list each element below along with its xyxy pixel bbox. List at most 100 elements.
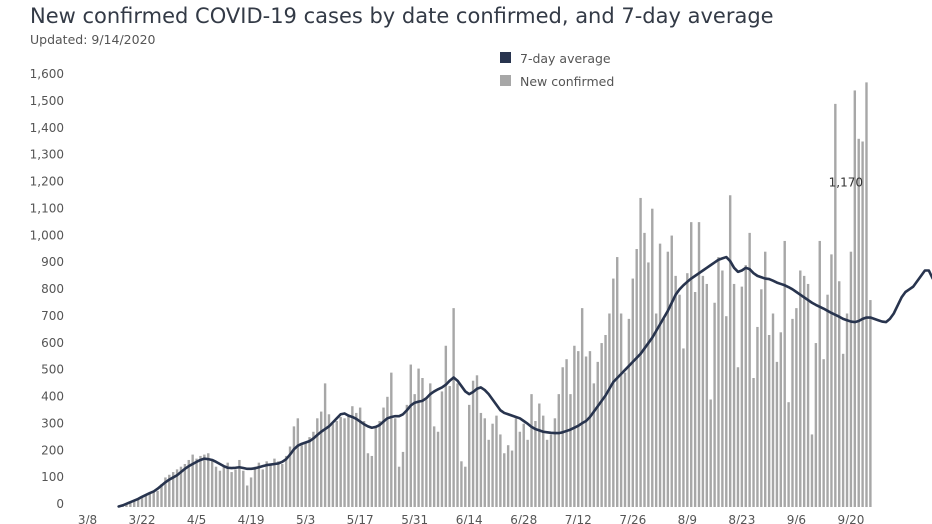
bar-new-confirmed[interactable] — [296, 418, 300, 507]
bar-new-confirmed[interactable] — [183, 464, 187, 507]
bar-new-confirmed[interactable] — [682, 348, 685, 507]
bar-new-confirmed[interactable] — [709, 399, 712, 508]
bar-new-confirmed[interactable] — [853, 90, 857, 507]
bar-new-confirmed[interactable] — [588, 351, 592, 508]
bar-new-confirmed[interactable] — [179, 466, 183, 507]
bar-new-confirmed[interactable] — [841, 353, 845, 507]
bar-new-confirmed[interactable] — [312, 431, 315, 507]
bar-new-confirmed[interactable] — [257, 462, 261, 507]
bar-new-confirmed[interactable] — [760, 289, 763, 507]
bar-new-confirmed[interactable] — [394, 418, 397, 507]
bar-new-confirmed[interactable] — [417, 368, 420, 507]
bar-new-confirmed[interactable] — [156, 490, 159, 508]
bar-new-confirmed[interactable] — [740, 286, 744, 508]
bar-new-confirmed[interactable] — [448, 386, 451, 507]
bar-new-confirmed[interactable] — [744, 265, 747, 508]
bar-new-confirmed[interactable] — [129, 502, 132, 507]
bar-new-confirmed[interactable] — [631, 278, 634, 507]
bar-new-confirmed[interactable] — [140, 496, 144, 507]
bar-new-confirmed[interactable] — [456, 383, 459, 508]
bar-new-confirmed[interactable] — [514, 418, 518, 507]
bar-new-confirmed[interactable] — [175, 469, 179, 508]
bar-new-confirmed[interactable] — [133, 501, 136, 507]
bar-new-confirmed[interactable] — [195, 458, 198, 508]
bar-new-confirmed[interactable] — [218, 470, 222, 507]
bar-new-confirmed[interactable] — [164, 477, 167, 507]
bar-new-confirmed[interactable] — [355, 412, 358, 507]
bar-new-confirmed[interactable] — [171, 472, 175, 507]
bar-new-confirmed[interactable] — [277, 461, 280, 507]
bar-new-confirmed[interactable] — [623, 372, 627, 508]
bar-new-confirmed[interactable] — [308, 437, 311, 508]
bar-new-confirmed[interactable] — [386, 396, 389, 507]
bar-new-confirmed[interactable] — [253, 466, 257, 507]
bar-new-confirmed[interactable] — [534, 421, 537, 507]
bar-new-confirmed[interactable] — [249, 477, 253, 507]
bar-new-confirmed[interactable] — [861, 141, 864, 508]
bar-new-confirmed[interactable] — [826, 294, 829, 507]
bar-new-confirmed[interactable] — [452, 308, 455, 508]
bar-new-confirmed[interactable] — [471, 380, 475, 507]
bar-new-confirmed[interactable] — [557, 394, 560, 508]
bar-new-confirmed[interactable] — [643, 232, 646, 508]
bar-new-confirmed[interactable] — [144, 494, 148, 507]
bar-new-confirmed[interactable] — [390, 372, 393, 508]
bar-new-confirmed[interactable] — [245, 485, 249, 508]
bar-new-confirmed[interactable] — [503, 453, 506, 507]
bar-new-confirmed[interactable] — [666, 251, 670, 507]
bar-new-confirmed[interactable] — [226, 462, 229, 507]
bar-new-confirmed[interactable] — [506, 445, 510, 507]
bar-new-confirmed[interactable] — [273, 458, 276, 508]
bar-new-confirmed[interactable] — [697, 222, 701, 508]
bar-new-confirmed[interactable] — [612, 278, 615, 507]
bar-new-confirmed[interactable] — [499, 434, 502, 507]
bar-new-confirmed[interactable] — [468, 404, 471, 508]
bar-new-confirmed[interactable] — [810, 434, 814, 507]
bar-new-confirmed[interactable] — [203, 454, 206, 507]
bar-new-confirmed[interactable] — [187, 459, 190, 507]
bar-new-confirmed[interactable] — [464, 466, 467, 507]
bar-new-confirmed[interactable] — [491, 423, 494, 507]
bar-new-confirmed[interactable] — [510, 450, 514, 507]
bar-new-confirmed[interactable] — [331, 423, 335, 507]
bar-new-confirmed[interactable] — [487, 439, 490, 507]
bar-new-confirmed[interactable] — [168, 474, 171, 507]
bar-new-confirmed[interactable] — [526, 439, 529, 507]
bar-new-confirmed[interactable] — [795, 308, 798, 508]
bar-new-confirmed[interactable] — [382, 407, 385, 507]
bar-new-confirmed[interactable] — [787, 402, 790, 507]
bar-new-confirmed[interactable] — [658, 243, 662, 508]
bar-new-confirmed[interactable] — [604, 335, 607, 507]
bar-new-confirmed[interactable] — [440, 391, 444, 507]
bar-new-confirmed[interactable] — [327, 414, 331, 507]
bar-new-confirmed[interactable] — [728, 195, 732, 507]
bar-new-confirmed[interactable] — [152, 492, 155, 507]
bar-new-confirmed[interactable] — [869, 300, 872, 507]
bar-new-confirmed[interactable] — [608, 313, 611, 508]
bar-new-confirmed[interactable] — [538, 403, 541, 507]
bar-new-confirmed[interactable] — [690, 222, 693, 508]
bar-new-confirmed[interactable] — [405, 404, 409, 508]
bar-new-confirmed[interactable] — [838, 281, 841, 507]
bar-new-confirmed[interactable] — [775, 361, 779, 508]
bar-new-confirmed[interactable] — [791, 318, 794, 508]
bar-new-confirmed[interactable] — [319, 411, 323, 507]
bar-new-confirmed[interactable] — [686, 273, 689, 507]
bar-new-confirmed[interactable] — [261, 469, 264, 508]
bar-new-confirmed[interactable] — [304, 442, 307, 508]
bar-new-confirmed[interactable] — [522, 423, 525, 507]
bar-new-confirmed[interactable] — [799, 270, 802, 508]
bar-new-confirmed[interactable] — [284, 455, 288, 507]
bar-new-confirmed[interactable] — [335, 421, 338, 507]
bar-new-confirmed[interactable] — [214, 466, 218, 507]
bar-new-confirmed[interactable] — [378, 421, 381, 507]
legend-swatch-7-day-average[interactable] — [500, 52, 511, 63]
bar-new-confirmed[interactable] — [806, 283, 810, 507]
bar-new-confirmed[interactable] — [845, 313, 849, 508]
bar-new-confirmed[interactable] — [210, 459, 214, 507]
bar-new-confirmed[interactable] — [347, 415, 350, 508]
bar-new-confirmed[interactable] — [436, 431, 440, 507]
bar-new-confirmed[interactable] — [627, 318, 631, 508]
bar-new-confirmed[interactable] — [654, 313, 658, 508]
bar-new-confirmed[interactable] — [409, 364, 412, 507]
